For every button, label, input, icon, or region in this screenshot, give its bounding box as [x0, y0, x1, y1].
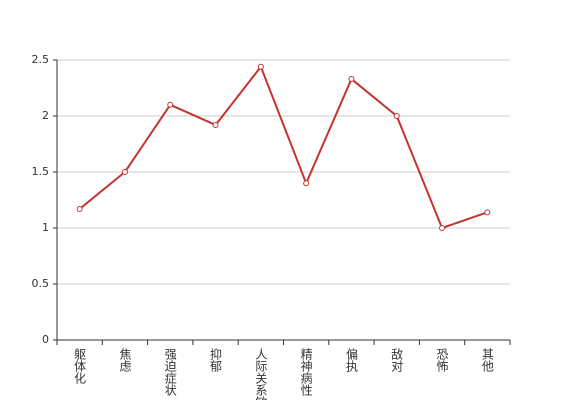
- y-tick-label: 0: [42, 333, 49, 346]
- x-tick-label: 焦虑: [118, 348, 132, 372]
- x-tick-label: 抑郁: [209, 347, 223, 373]
- x-tick-label: 躯体化: [73, 347, 87, 385]
- x-tick-label: 人际关系敏感: [254, 348, 268, 400]
- x-tick-label: 其他: [480, 348, 494, 372]
- line: [79, 64, 488, 230]
- point: [257, 63, 264, 70]
- point: [121, 169, 128, 175]
- point: [76, 205, 83, 212]
- point: [439, 225, 446, 231]
- y-tick-label: 2: [42, 109, 49, 122]
- point: [212, 121, 219, 128]
- y-tick-label: 2.5: [32, 53, 50, 66]
- x-tick-label: 偏执: [344, 347, 358, 373]
- point: [484, 209, 491, 216]
- point: [393, 113, 400, 119]
- x-tick-label: 恐怖: [435, 348, 449, 372]
- point: [167, 101, 174, 108]
- y-tick-label: 0.5: [32, 277, 50, 290]
- x-tick-label: 强迫症状: [163, 348, 177, 396]
- point: [303, 180, 310, 187]
- x-tick-label: 敌对: [390, 347, 404, 372]
- x-tick-label: 精神病性: [299, 348, 313, 397]
- y-tick-label: 1: [42, 221, 49, 234]
- point: [348, 76, 355, 83]
- y-tick-label: 1.5: [32, 165, 50, 178]
